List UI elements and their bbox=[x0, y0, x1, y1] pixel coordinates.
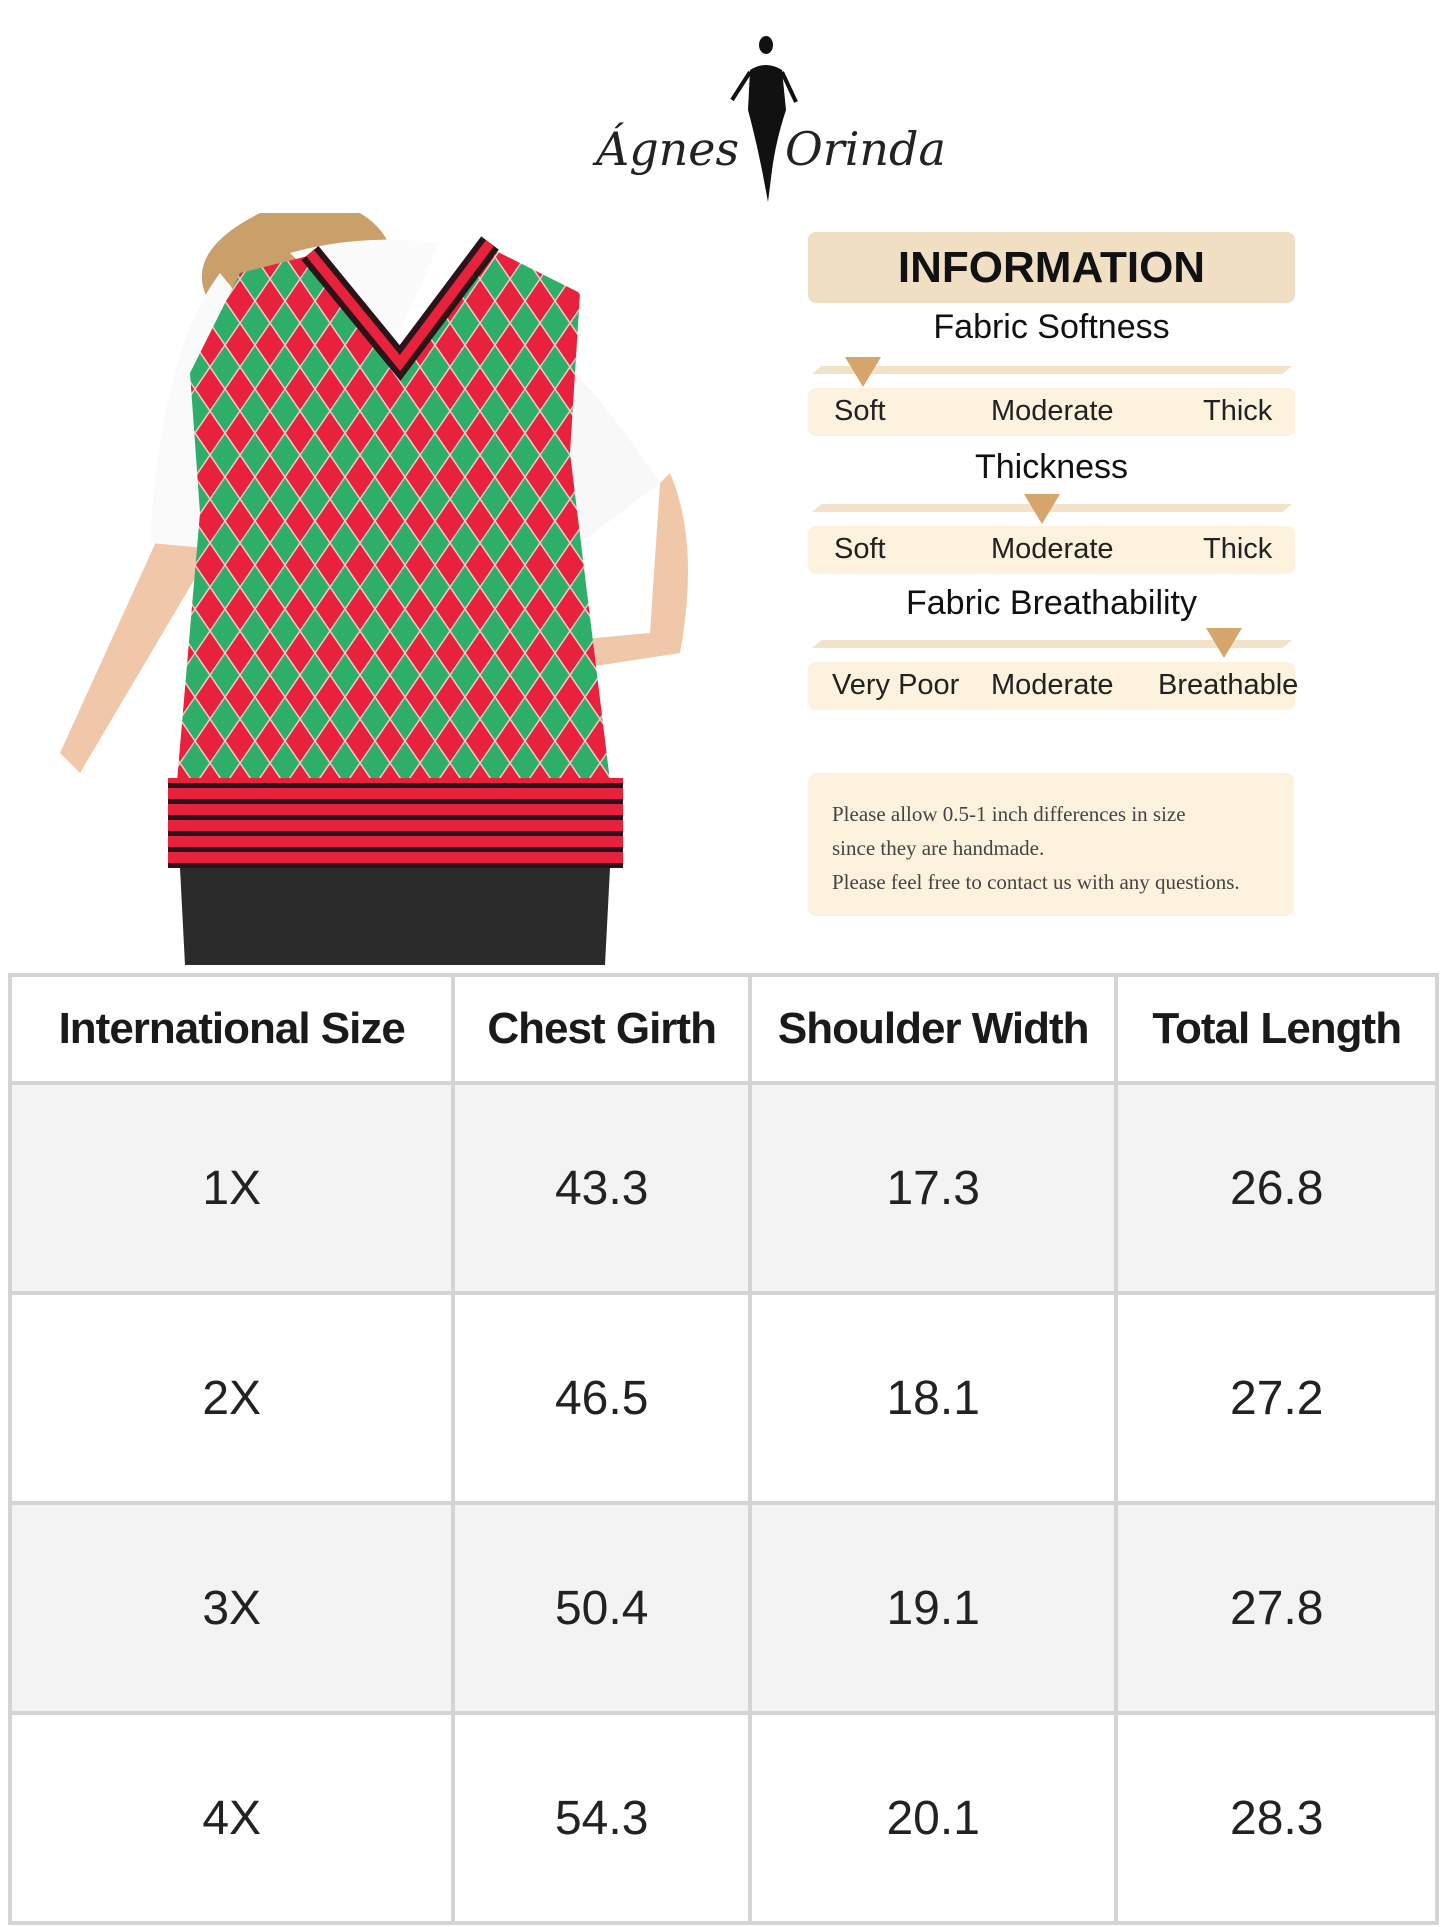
table-cell: 43.3 bbox=[455, 1085, 748, 1291]
softness-marker-icon bbox=[845, 357, 881, 387]
table-row: 2X 46.5 18.1 27.2 bbox=[12, 1295, 1435, 1501]
table-cell: 4X bbox=[12, 1715, 452, 1921]
table-cell: 1X bbox=[12, 1085, 452, 1291]
table-cell: 28.3 bbox=[1118, 1715, 1435, 1921]
table-cell: 3X bbox=[12, 1505, 452, 1711]
size-chart-table: International Size Chest Girth Shoulder … bbox=[8, 973, 1439, 1925]
thickness-title: Thickness bbox=[974, 448, 1129, 486]
scale-label: Soft bbox=[834, 533, 886, 565]
scale-label: Soft bbox=[834, 395, 886, 427]
softness-labels: Soft Moderate Thick bbox=[808, 388, 1295, 436]
table-cell: 50.4 bbox=[455, 1505, 748, 1711]
product-photo bbox=[60, 213, 790, 965]
column-header: Shoulder Width bbox=[751, 977, 1115, 1081]
note-line: Please feel free to contact us with any … bbox=[832, 870, 1240, 894]
thickness-labels: Soft Moderate Thick bbox=[808, 526, 1295, 574]
table-cell: 17.3 bbox=[751, 1085, 1115, 1291]
scale-label: Moderate bbox=[991, 669, 1114, 701]
scale-label: Very Poor bbox=[832, 669, 960, 701]
table-row: 1X 43.3 17.3 26.8 bbox=[12, 1085, 1435, 1291]
brand-name-right: Orinda bbox=[785, 122, 946, 176]
table-cell: 19.1 bbox=[751, 1505, 1115, 1711]
brand-logo: Ágnes Orinda bbox=[590, 30, 946, 205]
fabric-breathability-title: Fabric Breathability bbox=[905, 584, 1197, 622]
breathability-labels: Very Poor Moderate Breathable bbox=[808, 662, 1299, 710]
brand-name-left: Ágnes bbox=[596, 122, 740, 176]
fabric-softness-title: Fabric Softness bbox=[933, 308, 1170, 346]
table-row: 3X 50.4 19.1 27.8 bbox=[12, 1505, 1435, 1711]
breathability-marker-icon bbox=[1206, 628, 1242, 658]
table-cell: 26.8 bbox=[1118, 1085, 1435, 1291]
scale-label: Moderate bbox=[991, 533, 1114, 565]
information-header: INFORMATION bbox=[808, 232, 1295, 303]
table-header-row: International Size Chest Girth Shoulder … bbox=[12, 977, 1435, 1081]
column-header: International Size bbox=[12, 977, 452, 1081]
thickness-marker-icon bbox=[1024, 494, 1060, 524]
scale-label: Thick bbox=[1203, 533, 1273, 565]
table-row: 4X 54.3 20.1 28.3 bbox=[12, 1715, 1435, 1921]
softness-scale-bar bbox=[812, 366, 1292, 374]
table-cell: 54.3 bbox=[455, 1715, 748, 1921]
table-cell: 20.1 bbox=[751, 1715, 1115, 1921]
column-header: Chest Girth bbox=[455, 977, 748, 1081]
table-cell: 46.5 bbox=[455, 1295, 748, 1501]
scale-label: Moderate bbox=[991, 395, 1114, 427]
table-cell: 18.1 bbox=[751, 1295, 1115, 1501]
column-header: Total Length bbox=[1118, 977, 1435, 1081]
breathability-scale-bar bbox=[812, 640, 1292, 648]
scale-label: Thick bbox=[1203, 395, 1273, 427]
note-line: Please allow 0.5-1 inch differences in s… bbox=[832, 802, 1186, 826]
size-note: Please allow 0.5-1 inch differences in s… bbox=[808, 773, 1294, 916]
table-cell: 27.2 bbox=[1118, 1295, 1435, 1501]
table-cell: 2X bbox=[12, 1295, 452, 1501]
note-line: since they are handmade. bbox=[832, 836, 1045, 860]
table-cell: 27.8 bbox=[1118, 1505, 1435, 1711]
silhouette-icon bbox=[730, 36, 798, 202]
scale-label: Breathable bbox=[1158, 669, 1299, 701]
